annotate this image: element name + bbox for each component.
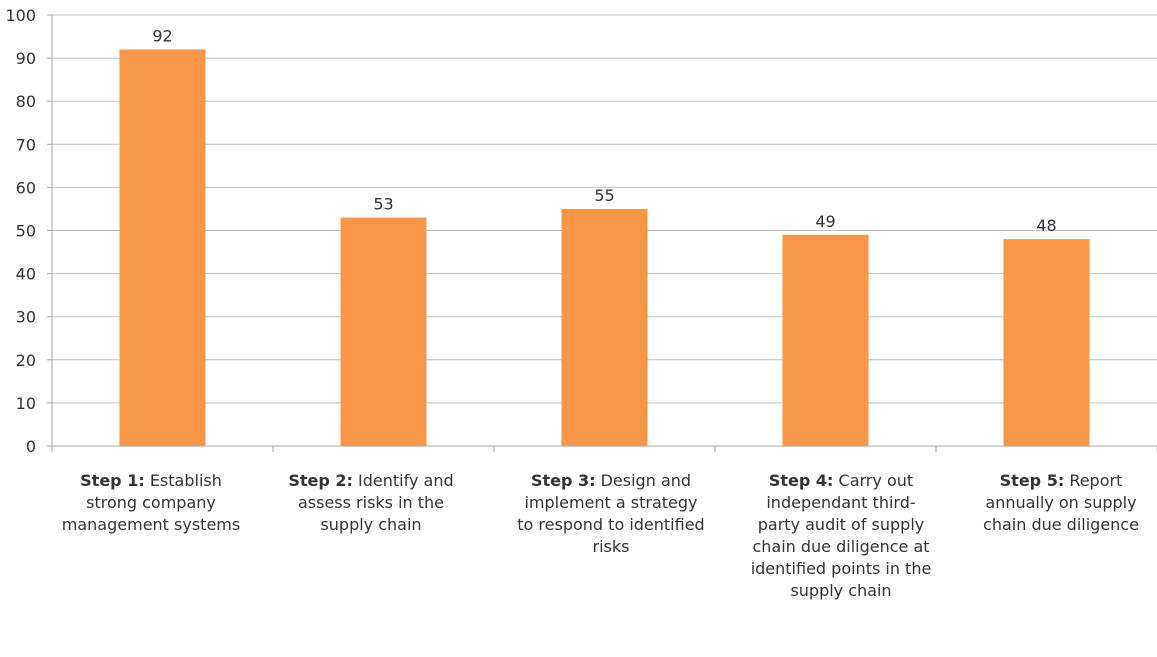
category-label-step-2: Step 2: Identify and assess risks in the… bbox=[276, 470, 466, 536]
category-description: Report annually on supply chain due dili… bbox=[983, 471, 1139, 534]
y-tick-label: 50 bbox=[16, 222, 36, 241]
y-tick-label: 100 bbox=[5, 6, 36, 25]
category-step-name: Step 2: bbox=[288, 471, 353, 490]
bar-step-3 bbox=[561, 208, 648, 446]
category-description: Identify and assess risks in the supply … bbox=[297, 471, 454, 534]
data-label-step-2: 53 bbox=[373, 195, 393, 214]
bars bbox=[119, 49, 1090, 446]
data-label-step-4: 49 bbox=[815, 212, 835, 231]
category-label-step-5: Step 5: Report annually on supply chain … bbox=[966, 470, 1156, 536]
bar-step-1 bbox=[119, 49, 206, 446]
y-tick-label: 80 bbox=[16, 92, 36, 111]
category-step-name: Step 4: bbox=[768, 471, 834, 490]
y-tick-label: 30 bbox=[16, 308, 36, 327]
category-description: Carry out independant third-party audit … bbox=[750, 471, 932, 600]
category-step-name: Step 3: bbox=[530, 471, 596, 490]
category-label-step-3: Step 3: Design and implement a strategy … bbox=[516, 470, 706, 558]
y-tick-label: 70 bbox=[16, 135, 36, 154]
bar-step-5 bbox=[1003, 239, 1090, 446]
y-tick-label: 20 bbox=[16, 351, 36, 370]
category-description: Establish strong company management syst… bbox=[61, 471, 241, 534]
category-label-step-1: Step 1: Establish strong company managem… bbox=[56, 470, 246, 536]
y-tick-label: 0 bbox=[26, 437, 36, 456]
bar-step-4 bbox=[782, 234, 869, 446]
data-label-step-1: 92 bbox=[152, 26, 172, 45]
y-axis-tick-labels: 0 10 20 30 40 50 60 70 80 90 100 bbox=[5, 6, 36, 456]
x-axis bbox=[51, 15, 1157, 452]
y-tick-label: 10 bbox=[16, 394, 36, 413]
category-step-name: Step 5: bbox=[999, 471, 1065, 490]
category-label-step-4: Step 4: Carry out independant third-part… bbox=[746, 470, 936, 602]
bar-step-2 bbox=[340, 217, 427, 446]
y-tick-label: 90 bbox=[16, 49, 36, 68]
y-tick-label: 40 bbox=[16, 265, 36, 284]
x-axis-category-labels: Step 1: Establish strong company managem… bbox=[0, 470, 1157, 657]
category-step-name: Step 1: bbox=[80, 471, 145, 490]
data-label-step-5: 48 bbox=[1036, 216, 1056, 235]
category-description: Design and implement a strategy to respo… bbox=[517, 471, 705, 556]
y-tick-label: 60 bbox=[16, 178, 36, 197]
data-label-step-3: 55 bbox=[594, 186, 614, 205]
data-labels: 92 53 55 49 48 bbox=[152, 26, 1056, 235]
